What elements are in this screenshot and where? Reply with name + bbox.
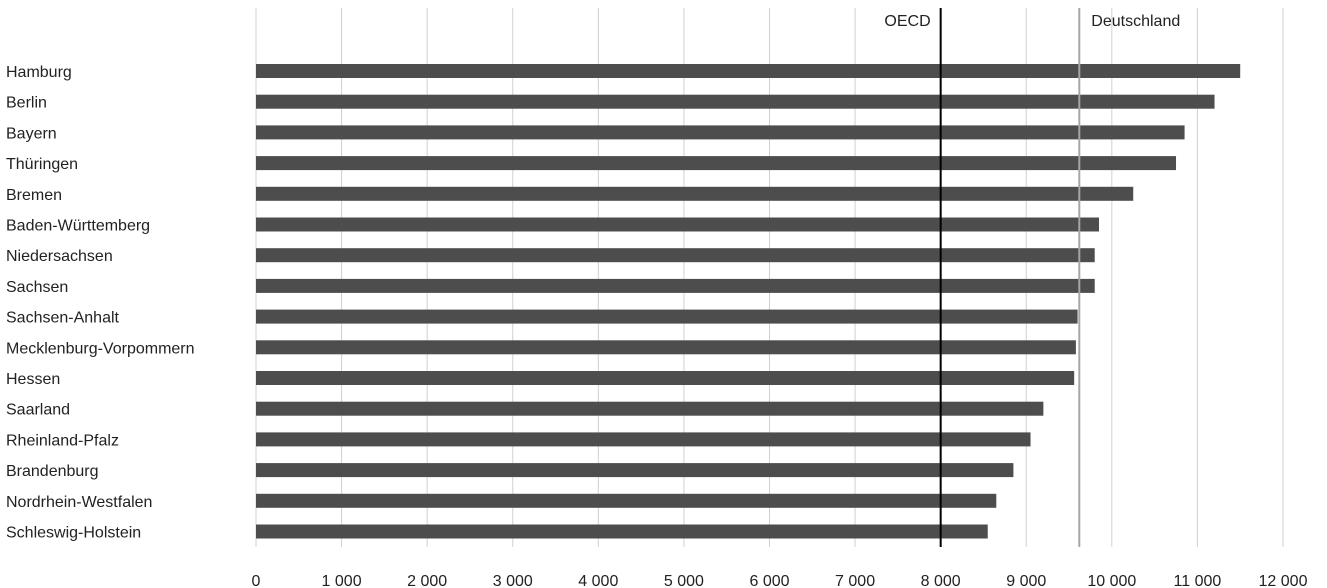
x-tick-label: 8 000	[921, 573, 961, 588]
x-tick-label: 11 000	[1174, 573, 1222, 588]
category-label: Rheinland-Pfalz	[6, 432, 119, 449]
category-label: Nordrhein-Westfalen	[6, 494, 152, 511]
x-tick-label: 4 000	[578, 573, 618, 588]
x-tick-label: 0	[252, 573, 261, 588]
bar	[256, 64, 1241, 78]
bar	[256, 156, 1177, 171]
x-tick-label: 10 000	[1087, 573, 1136, 588]
reference-lines: OECD Deutschland	[884, 8, 1180, 547]
bar	[256, 248, 1095, 263]
category-label: Niedersachsen	[6, 248, 113, 265]
category-label: Mecklenburg-Vorpommern	[6, 340, 195, 357]
bar	[256, 186, 1134, 201]
category-label: Sachsen-Anhalt	[6, 310, 120, 327]
category-label: Bayern	[6, 125, 57, 142]
bar	[256, 371, 1075, 385]
reference-line-label: OECD	[884, 13, 930, 30]
category-label: Hamburg	[6, 64, 72, 81]
bars	[256, 64, 1241, 539]
category-label: Berlin	[6, 95, 47, 112]
x-tick-label: 2 000	[407, 573, 447, 588]
bar	[256, 309, 1078, 324]
bar	[256, 125, 1185, 140]
category-label: Schleswig-Holstein	[6, 525, 141, 542]
reference-line-label: Deutschland	[1091, 13, 1180, 30]
bar	[256, 493, 997, 508]
bar	[256, 217, 1099, 232]
bar	[256, 463, 1014, 478]
bar	[256, 94, 1215, 109]
category-label: Sachsen	[6, 279, 68, 296]
bar	[256, 524, 988, 539]
x-axis-tick-labels: 0 1 000 2 000 3 000 4 000 5 000 6 000 7 000 8 00…	[252, 573, 1308, 588]
x-tick-label: 9 000	[1006, 573, 1046, 588]
x-tick-label: 5 000	[664, 573, 704, 588]
category-label: Baden-Württemberg	[6, 218, 150, 235]
x-tick-label: 6 000	[749, 573, 789, 588]
x-tick-label: 12 000	[1259, 573, 1308, 588]
x-tick-label: 1 000	[322, 573, 362, 588]
category-label: Thüringen	[6, 156, 78, 173]
category-labels: Hamburg Berlin Bayern Thüringen Bremen Baden-…	[6, 64, 195, 542]
category-label: Saarland	[6, 402, 70, 419]
category-label: Bremen	[6, 187, 62, 204]
bar	[256, 340, 1076, 355]
x-tick-label: 3 000	[493, 573, 533, 588]
bar	[256, 401, 1044, 416]
x-tick-label: 7 000	[835, 573, 875, 588]
bar	[256, 278, 1095, 293]
category-label: Hessen	[6, 371, 60, 388]
bar	[256, 432, 1031, 447]
category-label: Brandenburg	[6, 463, 99, 480]
